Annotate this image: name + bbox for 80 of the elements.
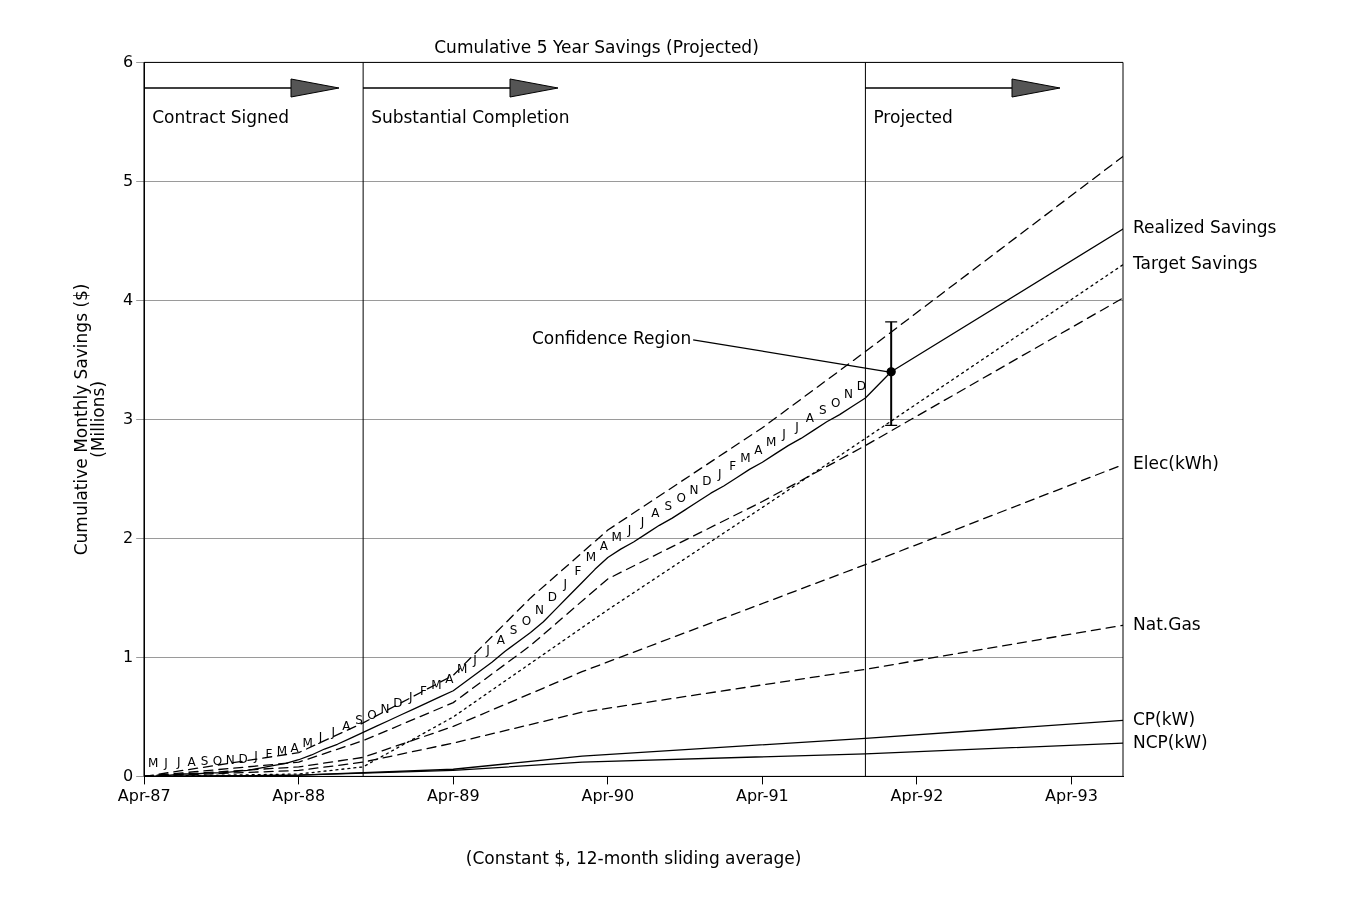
data-label: F xyxy=(420,683,428,698)
data-label: M xyxy=(740,450,751,465)
data-label: M xyxy=(147,756,159,771)
data-label: S xyxy=(664,499,673,514)
data-label: A xyxy=(187,755,197,770)
data-label: J xyxy=(626,523,632,538)
data-label: J xyxy=(176,755,181,770)
data-label: S xyxy=(509,623,518,638)
data-label: M xyxy=(456,662,468,677)
data-label: N xyxy=(225,752,235,767)
data-label: J xyxy=(407,689,413,704)
data-label: N xyxy=(380,701,390,716)
ref-line-label: Substantial Completion xyxy=(371,106,570,127)
series-label: NCP(kW) xyxy=(1133,731,1208,752)
data-label: F xyxy=(729,458,737,473)
data-label: J xyxy=(253,749,258,764)
data-label: J xyxy=(562,576,567,591)
data-label: J xyxy=(485,643,490,658)
data-label: J xyxy=(330,725,336,740)
data-label: J xyxy=(716,467,722,482)
y-tick-label: 2 xyxy=(122,527,134,547)
data-label: A xyxy=(599,538,609,553)
data-label: A xyxy=(290,740,300,755)
data-label: N xyxy=(534,602,544,617)
data-label: M xyxy=(611,530,622,545)
data-label: J xyxy=(781,426,786,441)
data-label: M xyxy=(585,550,597,565)
y-tick-label: 0 xyxy=(122,765,134,785)
data-label: O xyxy=(521,613,532,628)
series-label: Elec(kWh) xyxy=(1133,453,1219,474)
x-tick-label: Apr-93 xyxy=(1045,786,1098,806)
x-tick-label: Apr-89 xyxy=(426,786,480,806)
data-label: J xyxy=(472,652,477,667)
y-tick-label: 1 xyxy=(122,646,134,666)
y-axis-title: Cumulative Monthly Savings ($) (Millions) xyxy=(70,283,108,556)
data-label: A xyxy=(805,411,815,426)
data-label: M xyxy=(276,744,288,759)
data-label: D xyxy=(547,589,557,604)
data-label: M xyxy=(431,677,442,692)
data-label: D xyxy=(393,695,403,710)
data-label: J xyxy=(163,756,168,771)
series-label: Nat.Gas xyxy=(1133,613,1201,634)
data-label: D xyxy=(702,474,712,489)
annotation: Confidence Region xyxy=(531,328,692,349)
data-label: O xyxy=(212,753,223,768)
data-label: J xyxy=(639,514,645,529)
data-label: O xyxy=(676,490,686,505)
chart-title: Cumulative 5 Year Savings (Projected) xyxy=(434,36,759,57)
y-tick-label: 3 xyxy=(122,408,134,428)
data-label: J xyxy=(794,419,799,434)
data-label: N xyxy=(844,387,854,402)
data-label: M xyxy=(766,435,777,450)
x-tick-label: Apr-87 xyxy=(117,786,171,806)
ref-line-label: Contract Signed xyxy=(152,106,290,127)
data-label: A xyxy=(445,671,455,686)
data-label: S xyxy=(818,402,827,417)
data-label: O xyxy=(830,395,841,410)
series-label: Realized Savings xyxy=(1133,217,1277,238)
y-tick-label: 6 xyxy=(122,51,134,71)
x-tick-label: Apr-90 xyxy=(581,786,635,806)
x-tick-label: Apr-88 xyxy=(272,786,326,806)
x-axis-title: (Constant $, 12-month sliding average) xyxy=(465,848,802,869)
data-label: S xyxy=(200,753,209,768)
data-label: A xyxy=(651,506,661,521)
series-label: Target Savings xyxy=(1132,253,1258,274)
data-label: A xyxy=(342,719,352,734)
data-label: F xyxy=(574,563,582,578)
y-tick-label: 5 xyxy=(122,170,134,190)
data-label: N xyxy=(689,482,699,497)
y-tick-label: 4 xyxy=(122,289,134,309)
data-label: O xyxy=(367,707,377,722)
data-label: M xyxy=(302,736,313,751)
data-label: S xyxy=(355,713,363,728)
x-tick-label: Apr-91 xyxy=(735,786,789,806)
series-label: CP(kW) xyxy=(1133,708,1196,729)
x-tick-label: Apr-92 xyxy=(890,786,944,806)
data-label: A xyxy=(496,632,506,647)
ref-line-label: Projected xyxy=(873,106,953,127)
data-label: D xyxy=(238,751,248,766)
data-label: A xyxy=(754,443,764,458)
